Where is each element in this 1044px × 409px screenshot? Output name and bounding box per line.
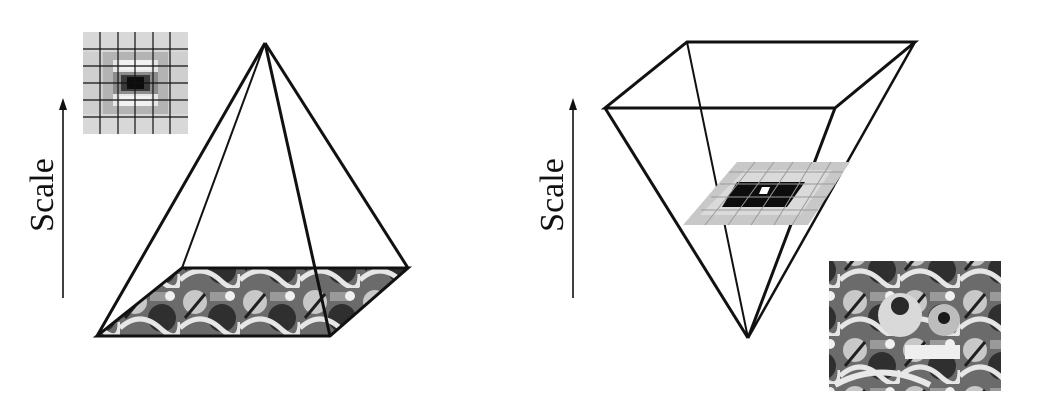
laplacian-kernel-icon <box>83 32 188 134</box>
box-filter-icon <box>683 161 850 226</box>
scale-axis-label-left: Scale <box>24 158 61 232</box>
pyramid-edges <box>95 42 410 337</box>
scale-axis-arrow-left <box>59 98 67 298</box>
scale-axis-arrow-right <box>569 98 577 298</box>
pyramid-base-image <box>92 266 413 338</box>
graffiti-photo <box>829 261 1001 391</box>
right-panel: Scale <box>534 40 1001 391</box>
scale-axis-label-right: Scale <box>534 158 571 232</box>
left-panel: Scale <box>24 32 413 338</box>
